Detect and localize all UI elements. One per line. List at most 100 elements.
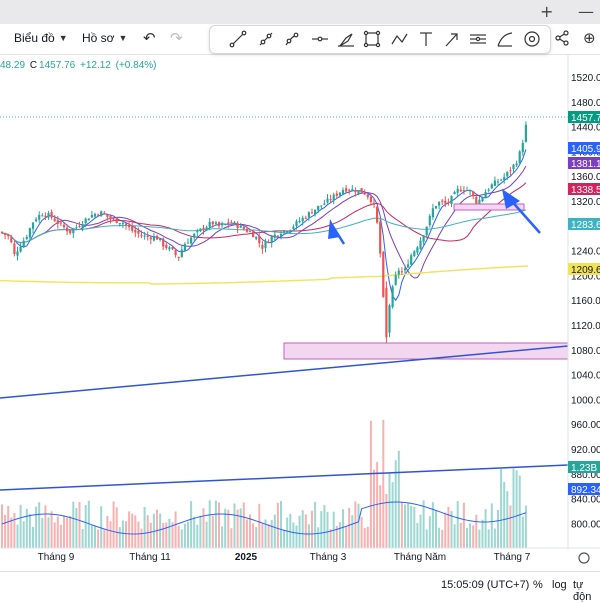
volume-bar	[301, 510, 304, 548]
volume-bar	[156, 509, 158, 548]
arc-icon[interactable]	[497, 32, 513, 47]
volume-bar	[413, 506, 416, 548]
candle-body	[496, 181, 500, 183]
horizontal-ray-icon[interactable]	[312, 36, 328, 42]
price-axis-label: 1520.00	[571, 73, 600, 84]
candle-body	[128, 225, 131, 228]
target-icon[interactable]	[524, 31, 540, 47]
new-tab-button[interactable]: +	[540, 2, 554, 21]
candle-body	[360, 188, 363, 193]
volume-bar	[196, 524, 199, 548]
candle-body	[326, 198, 329, 203]
candle-body	[369, 196, 372, 203]
path-icon[interactable]	[391, 33, 408, 45]
redo-icon[interactable]: ↷	[170, 29, 183, 47]
volume-bar	[131, 513, 134, 548]
clock-time[interactable]: 15:05:09 (UTC+7)	[441, 579, 530, 591]
candle-body	[180, 249, 183, 258]
chart-menu[interactable]: Biểu đồ ▼	[14, 31, 68, 45]
settings-gear-icon[interactable]	[578, 552, 590, 564]
retest-zone-rectangle[interactable]	[453, 203, 525, 211]
candle-body	[168, 247, 171, 250]
minimize-button[interactable]: —	[578, 2, 594, 21]
volume-bar	[140, 528, 143, 548]
text-icon[interactable]	[420, 32, 432, 46]
candle-body	[345, 188, 348, 192]
candle-body	[183, 244, 186, 251]
volume-bar	[168, 518, 171, 548]
parallel-channel-icon[interactable]	[470, 34, 486, 44]
candle-body	[338, 192, 341, 196]
volume-bar	[366, 526, 369, 548]
price-trendline[interactable]	[0, 345, 569, 399]
price-axis-label: 1040.00	[571, 371, 600, 382]
volume-bar	[394, 460, 397, 548]
rectangle-icon[interactable]	[363, 30, 381, 48]
price-tag	[568, 111, 600, 123]
volume-bar	[304, 514, 307, 548]
volume-bar	[255, 526, 258, 548]
arrow-icon[interactable]	[445, 33, 458, 47]
volume-bar	[481, 519, 484, 548]
volume-bar	[335, 525, 338, 548]
volume-bar	[466, 527, 468, 548]
support-zone-rectangle[interactable]	[283, 342, 569, 360]
volume-bar	[521, 516, 524, 548]
candle-body	[481, 197, 484, 202]
candle-body	[190, 237, 193, 244]
candle-body	[422, 235, 425, 242]
candle-body	[53, 218, 56, 222]
volume-bar	[348, 507, 351, 548]
candle-body	[248, 231, 252, 233]
volume-bar	[462, 502, 465, 548]
volume-bar	[441, 529, 444, 548]
candle-body	[112, 218, 115, 220]
price-tag-label: 1381.1	[571, 159, 600, 170]
candle-body	[385, 287, 388, 338]
candle-body	[131, 225, 134, 231]
candle-body	[304, 217, 307, 219]
undo-icon[interactable]: ↶	[143, 29, 156, 47]
profile-menu[interactable]: Hồ sơ ▼	[82, 31, 127, 45]
volume-bar	[292, 522, 295, 548]
volume-bar	[338, 522, 341, 548]
auto-scale-toggle[interactable]: tự độn	[573, 579, 592, 603]
candle-body	[236, 222, 239, 229]
ma-100-line	[1, 209, 527, 244]
volume-bar	[193, 516, 196, 548]
candle-body	[453, 191, 456, 195]
price-chart[interactable]: 1520.001480.001440.001400.001360.001320.…	[0, 55, 600, 571]
chevron-down-icon: ▼	[58, 33, 68, 43]
percent-toggle[interactable]: %	[533, 579, 543, 591]
candle-body	[258, 236, 261, 244]
price-tag	[568, 218, 600, 230]
candle-body	[242, 227, 245, 230]
candle-body	[394, 275, 397, 285]
log-toggle[interactable]: log	[552, 579, 567, 591]
volume-bar	[298, 515, 301, 548]
candle-body	[413, 251, 416, 257]
brush-icon[interactable]	[338, 33, 354, 47]
volume-trendline[interactable]	[0, 464, 569, 491]
volume-bar	[69, 515, 72, 548]
candle-body	[431, 208, 434, 218]
volume-bar	[416, 523, 419, 548]
candle-body	[279, 233, 283, 237]
arrow-head	[328, 219, 340, 239]
candle-body	[416, 247, 419, 253]
candle-body	[44, 215, 47, 217]
price-axis-label: 1360.00	[571, 172, 600, 183]
candle-body	[90, 214, 93, 218]
volume-bar	[165, 522, 168, 548]
candle-body	[211, 221, 214, 225]
candle-body	[335, 193, 338, 196]
volume-bar	[252, 523, 255, 548]
extended-line-icon[interactable]	[285, 32, 299, 46]
trend-line-icon[interactable]	[229, 30, 247, 48]
crosshair-icon[interactable]: ⊕	[583, 29, 596, 47]
candle-body	[106, 214, 109, 217]
ray-icon[interactable]	[259, 32, 273, 46]
candle-body	[407, 264, 410, 268]
share-icon[interactable]	[554, 30, 570, 46]
price-tag	[568, 142, 600, 154]
